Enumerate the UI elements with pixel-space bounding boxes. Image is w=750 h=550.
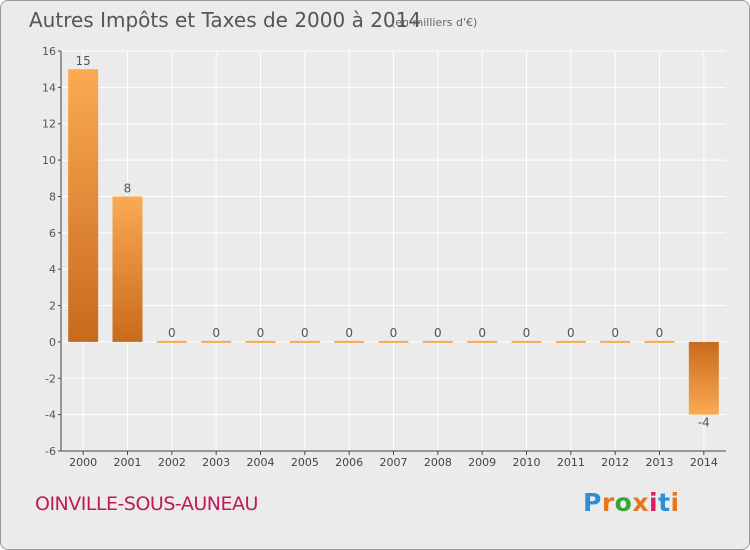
proxiti-logo[interactable]: Proxiti bbox=[583, 488, 680, 517]
logo-letter: i bbox=[670, 488, 680, 517]
logo-letter: o bbox=[614, 488, 633, 517]
x-tick-label: 2012 bbox=[601, 456, 629, 469]
y-tick-label: 16 bbox=[42, 45, 56, 58]
data-label-2011: 0 bbox=[567, 326, 575, 340]
bar-2007 bbox=[378, 340, 409, 343]
bar-2001 bbox=[112, 196, 143, 342]
grid-lines bbox=[61, 50, 726, 452]
y-tick-label: -6 bbox=[45, 445, 56, 458]
data-label-2013: 0 bbox=[656, 326, 664, 340]
y-tick-label: 4 bbox=[49, 263, 56, 276]
y-tick-label: 0 bbox=[49, 336, 56, 349]
chart-title: Autres Impôts et Taxes de 2000 à 2014 bbox=[29, 8, 422, 32]
x-tick-label: 2013 bbox=[646, 456, 674, 469]
bar-2005 bbox=[289, 340, 320, 343]
labels: -6 -4 -2 0 2 4 6 8 10 12 14 16 2000 15 2001 8 2002 0 2003 0… bbox=[42, 45, 718, 469]
data-label-2008: 0 bbox=[434, 326, 442, 340]
logo-letter: P bbox=[583, 488, 602, 517]
y-tick-label: 2 bbox=[49, 300, 56, 313]
data-label-2009: 0 bbox=[478, 326, 486, 340]
logo-letter: r bbox=[601, 488, 615, 517]
x-tick-label: 2007 bbox=[380, 456, 408, 469]
x-tick-label: 2014 bbox=[690, 456, 718, 469]
logo-letter: t bbox=[658, 488, 671, 517]
data-label-2007: 0 bbox=[390, 326, 398, 340]
bar-2013 bbox=[644, 340, 675, 343]
x-tick-label: 2000 bbox=[69, 456, 97, 469]
data-label-2003: 0 bbox=[212, 326, 220, 340]
data-label-2000: 15 bbox=[76, 54, 91, 68]
data-label-2005: 0 bbox=[301, 326, 309, 340]
logo-letter: x bbox=[632, 488, 649, 517]
y-tick-label: 10 bbox=[42, 154, 56, 167]
data-label-2002: 0 bbox=[168, 326, 176, 340]
data-label-2004: 0 bbox=[257, 326, 265, 340]
bar-2009 bbox=[467, 340, 498, 343]
x-tick-label: 2011 bbox=[557, 456, 585, 469]
bars bbox=[68, 69, 719, 415]
bar-2014 bbox=[688, 341, 719, 415]
data-label-2012: 0 bbox=[611, 326, 619, 340]
bar-2012 bbox=[600, 340, 631, 343]
data-label-2014: -4 bbox=[698, 416, 710, 430]
data-label-2001: 8 bbox=[124, 181, 132, 195]
x-tick-label: 2002 bbox=[158, 456, 186, 469]
x-tick-label: 2010 bbox=[513, 456, 541, 469]
bar-2010 bbox=[511, 340, 542, 343]
bar-2004 bbox=[245, 340, 276, 343]
bar-2008 bbox=[422, 340, 453, 343]
bar-2002 bbox=[156, 340, 187, 343]
y-tick-label: 6 bbox=[49, 227, 56, 240]
x-tick-label: 2005 bbox=[291, 456, 319, 469]
y-tick-label: -4 bbox=[45, 409, 56, 422]
data-label-2006: 0 bbox=[345, 326, 353, 340]
data-label-2010: 0 bbox=[523, 326, 531, 340]
y-tick-label: 8 bbox=[49, 190, 56, 203]
x-tick-label: 2009 bbox=[468, 456, 496, 469]
axes bbox=[58, 50, 726, 455]
y-tick-label: 12 bbox=[42, 118, 56, 131]
logo-letter: i bbox=[649, 488, 659, 517]
chart-subtitle: (en milliers d'€) bbox=[391, 16, 478, 29]
commune-name: OINVILLE-SOUS-AUNEAU bbox=[35, 493, 258, 515]
x-tick-label: 2008 bbox=[424, 456, 452, 469]
x-tick-label: 2001 bbox=[114, 456, 142, 469]
x-tick-label: 2003 bbox=[202, 456, 230, 469]
bar-2003 bbox=[201, 340, 232, 343]
bar-2006 bbox=[334, 340, 365, 343]
x-tick-label: 2006 bbox=[335, 456, 363, 469]
y-tick-label: 14 bbox=[42, 81, 56, 94]
bar-2011 bbox=[555, 340, 586, 343]
y-tick-label: -2 bbox=[45, 372, 56, 385]
x-tick-label: 2004 bbox=[247, 456, 275, 469]
bar-2000 bbox=[68, 69, 99, 342]
